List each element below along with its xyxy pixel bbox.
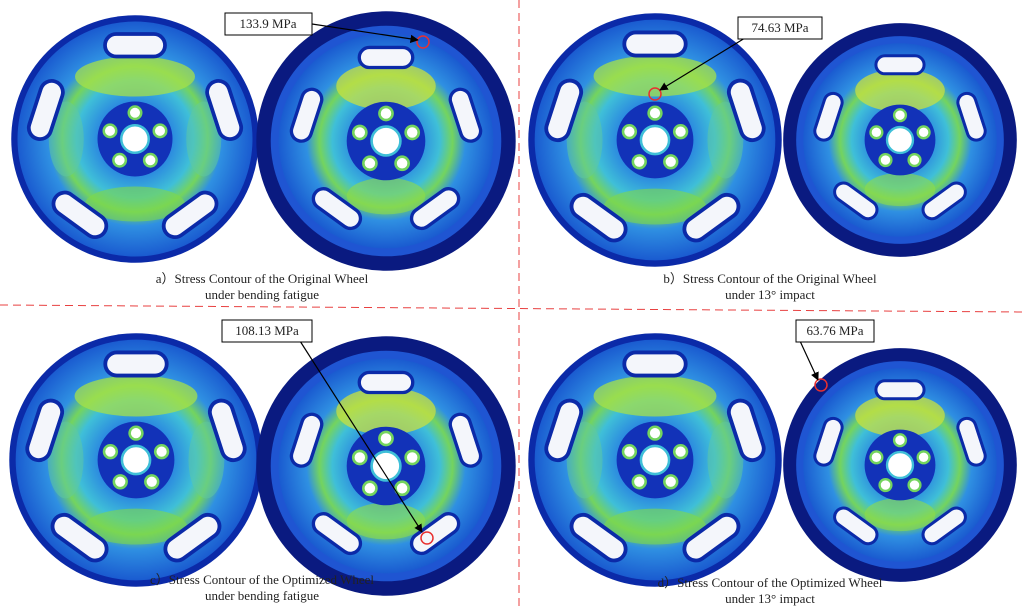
wheel-contour (528, 13, 781, 266)
arrow (800, 341, 818, 380)
caption: a）Stress Contour of the Original Wheel (156, 271, 369, 286)
wheel-contour (9, 333, 262, 586)
annotation: 74.63 MPa (751, 20, 808, 35)
caption: d）Stress Contour of the Optimized Wheel (658, 575, 883, 590)
caption: under bending fatigue (205, 588, 319, 603)
divider (0, 305, 1024, 312)
caption: b）Stress Contour of the Original Wheel (663, 271, 877, 286)
figure: 133.9 MPa 74.63 MPa 108.13 MPa 63.76 MPa… (0, 0, 1024, 609)
caption: c）Stress Contour of the Optimized Wheel (150, 572, 374, 587)
annotation: 133.9 MPa (239, 16, 296, 31)
caption: under bending fatigue (205, 287, 319, 302)
wheel-contour (783, 348, 1017, 582)
annotation: 108.13 MPa (235, 323, 299, 338)
annotation: 63.76 MPa (806, 323, 863, 338)
wheel-contour (528, 333, 781, 586)
wheel-contour (256, 336, 515, 595)
caption: under 13° impact (725, 591, 815, 606)
wheel-contour (256, 11, 515, 270)
wheel-contour (11, 15, 259, 263)
caption: under 13° impact (725, 287, 815, 302)
wheel-contour (783, 23, 1017, 257)
